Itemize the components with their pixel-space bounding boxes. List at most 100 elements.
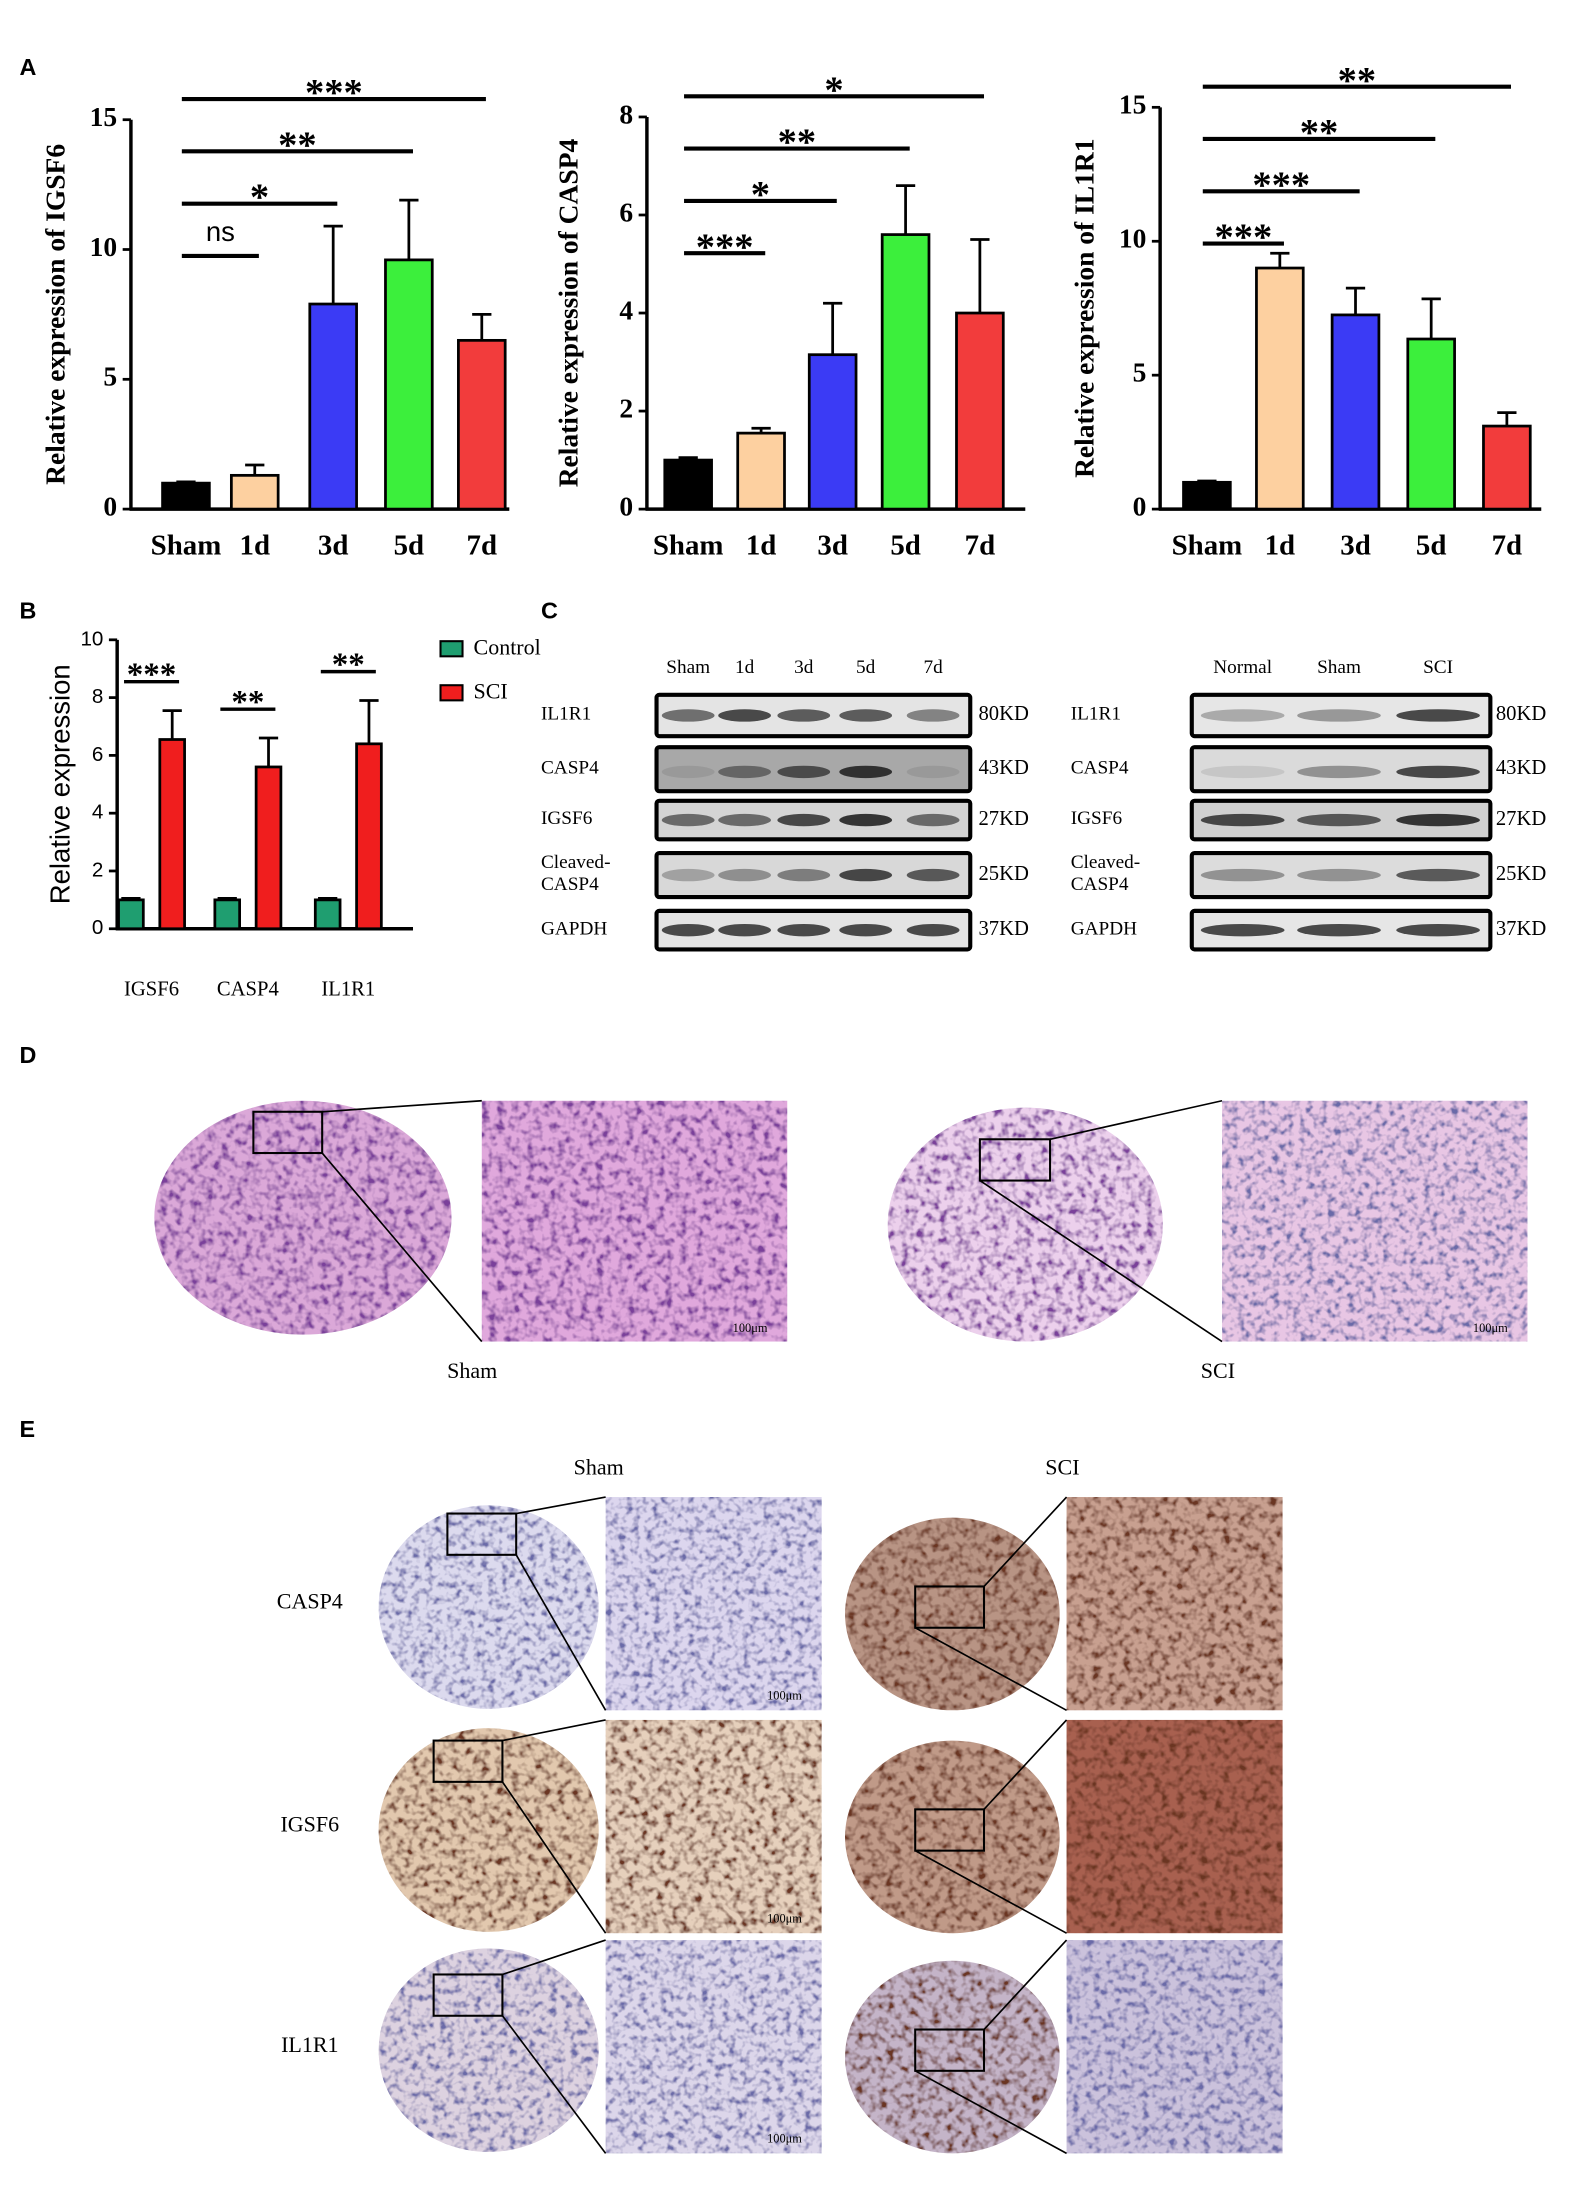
blot-band xyxy=(661,765,715,779)
size-label: 43KD xyxy=(1496,757,1547,779)
y-tick-label: 0 xyxy=(103,490,117,521)
zoom-line xyxy=(501,1781,607,1934)
bar xyxy=(254,765,283,931)
y-axis-label: Relative expression of IGSF6 xyxy=(39,144,70,485)
blot-band xyxy=(906,709,960,722)
zoom-line xyxy=(983,1496,1068,1588)
blot-band xyxy=(661,923,715,937)
tissue-section xyxy=(845,1740,1060,1934)
bar xyxy=(355,742,383,931)
blot-band xyxy=(718,868,771,882)
error-bar xyxy=(823,301,843,355)
protein-label: GAPDH xyxy=(540,919,608,940)
zoom-box xyxy=(252,1110,324,1155)
protein-label: IL1R1 xyxy=(1070,704,1122,726)
row-label-box: IGSF6 xyxy=(540,809,593,830)
blot-band xyxy=(777,923,831,937)
blot-band xyxy=(906,868,960,882)
error-bar xyxy=(318,897,338,900)
zoom-line xyxy=(979,1179,1223,1343)
column-label: Sham xyxy=(574,1455,624,1480)
blot-band xyxy=(777,868,831,882)
zoom-box xyxy=(432,1973,504,2017)
panel-label: A xyxy=(19,54,36,80)
zoom-box xyxy=(978,1138,1052,1182)
blot-band xyxy=(1200,868,1285,882)
bar xyxy=(663,458,713,511)
lane-label: SCI xyxy=(1423,657,1453,678)
error-bar xyxy=(1497,411,1517,427)
blot-band xyxy=(718,923,771,937)
x-tick-label: 3d xyxy=(1340,529,1371,561)
row-label-box: IL1R1 xyxy=(541,704,591,725)
size-label: 80KD xyxy=(1496,703,1547,725)
blot-band xyxy=(1297,765,1381,779)
x-tick-label: CASP4 xyxy=(217,978,279,1000)
bar xyxy=(1182,480,1232,511)
bar xyxy=(308,302,358,511)
blot-band xyxy=(1297,923,1381,937)
lane-label: Sham xyxy=(666,657,710,678)
error-bar xyxy=(1421,297,1441,340)
x-tick-label: IGSF6 xyxy=(124,978,179,1000)
x-tick-label: IL1R1 xyxy=(321,978,375,1000)
scale-label: 100μm xyxy=(767,1688,802,1702)
size-label: 27KD xyxy=(1496,808,1547,830)
significance-label: ** xyxy=(1300,112,1339,154)
significance-label: *** xyxy=(1252,164,1310,206)
error-bar xyxy=(472,313,492,341)
protein-label: CASP4 xyxy=(540,758,599,779)
size-label: 80KD xyxy=(979,703,1030,725)
panel-label: E xyxy=(19,1416,35,1442)
zoom-line xyxy=(983,1719,1068,1810)
protein-label: IGSF6 xyxy=(540,809,593,830)
size-label: 25KD xyxy=(1496,863,1547,885)
error-bar xyxy=(121,897,141,900)
zoom-line xyxy=(502,1719,606,1742)
blot-band xyxy=(1297,868,1381,882)
zoom-line xyxy=(914,1627,1067,1712)
y-tick-label: 15 xyxy=(90,101,118,132)
zoom-box xyxy=(446,1512,518,1556)
bar xyxy=(1482,424,1532,511)
significance-label: *** xyxy=(305,72,363,114)
y-axis-label: Relative expression xyxy=(44,664,75,904)
zoom-line xyxy=(914,1849,1067,1934)
error-bar xyxy=(751,426,771,434)
zoom-box xyxy=(914,1808,986,1852)
zoom-image xyxy=(1066,1940,1283,2154)
zoom-line xyxy=(502,1939,606,1976)
significance-label: ns xyxy=(206,216,235,247)
legend-label: SCI xyxy=(474,679,508,704)
blot-band xyxy=(777,765,831,779)
tissue-section xyxy=(887,1107,1163,1342)
bar xyxy=(1406,337,1456,511)
error-bar xyxy=(162,709,182,740)
x-tick-label: 5d xyxy=(394,529,425,561)
y-tick-label: 8 xyxy=(92,685,103,708)
blot-band xyxy=(1200,813,1285,827)
x-tick-label: 3d xyxy=(817,529,848,561)
y-tick-label: 5 xyxy=(1133,356,1147,387)
tissue-section xyxy=(154,1100,452,1335)
x-tick-label: 5d xyxy=(1416,529,1447,561)
x-tick-label: Sham xyxy=(151,529,222,561)
blot-band xyxy=(1396,765,1480,779)
bar xyxy=(229,473,280,511)
y-tick-label: 4 xyxy=(92,801,103,824)
group-label: Sham xyxy=(447,1358,497,1383)
blot-band xyxy=(906,765,960,779)
error-bar xyxy=(359,699,379,744)
x-tick-label: 7d xyxy=(1492,529,1523,561)
blot-band xyxy=(906,923,960,937)
significance-label: * xyxy=(824,69,843,111)
y-tick-label: 0 xyxy=(619,490,633,521)
x-tick-label: 7d xyxy=(467,529,498,561)
protein-label: CASP4 xyxy=(1070,758,1129,779)
bar xyxy=(807,353,858,511)
lane-label: 5d xyxy=(856,657,876,678)
scale-label: 100μm xyxy=(767,2131,802,2145)
scale-label: 100μm xyxy=(733,1321,768,1335)
panel-label: C xyxy=(541,597,558,623)
